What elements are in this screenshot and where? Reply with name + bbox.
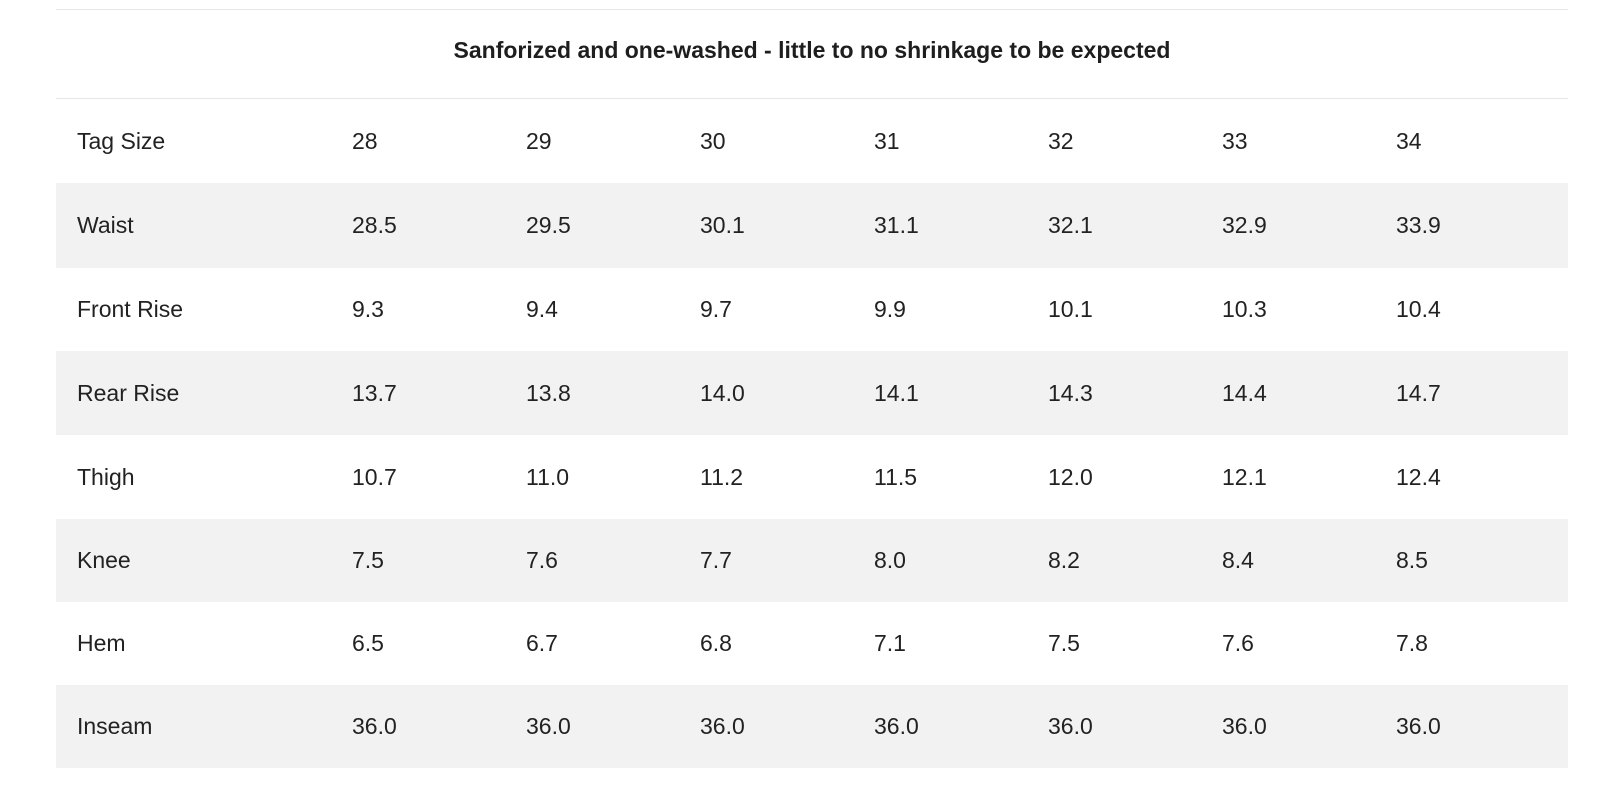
table-cell: 10.1 xyxy=(1048,296,1093,322)
table-cell: 8.4 xyxy=(1222,519,1396,602)
table-cell: 11.5 xyxy=(874,463,918,490)
table-cell: 9.7 xyxy=(700,296,732,322)
table-row: Hem 6.5 6.7 6.8 7.1 7.5 7.6 7.8 xyxy=(56,602,1568,685)
table-cell: 36.0 xyxy=(1048,685,1222,768)
table-cell: 36.0 xyxy=(352,685,526,768)
table-cell: 13.7 xyxy=(352,351,526,435)
table-cell: 32.9 xyxy=(1222,183,1396,268)
table-cell: 6.7 xyxy=(526,630,558,656)
table-cell: 10.4 xyxy=(1396,296,1441,322)
table-row: Waist 28.5 29.5 30.1 31.1 32.1 32.9 33.9 xyxy=(56,183,1568,268)
table-cell: 6.5 xyxy=(352,630,384,656)
table-cell: 36.0 xyxy=(1222,685,1396,768)
table-cell: 9.4 xyxy=(526,296,558,322)
table-cell: 36.0 xyxy=(1396,685,1568,768)
top-divider xyxy=(56,9,1568,10)
row-label: Waist xyxy=(56,183,352,268)
row-label: Hem xyxy=(77,630,126,656)
row-label: Front Rise xyxy=(77,296,184,322)
table-cell: 9.3 xyxy=(352,296,384,322)
table-row: Thigh 10.7 11.0 11.2 11.5 12.0 12.1 12.4 xyxy=(56,435,1568,519)
table-cell: 30 xyxy=(700,127,726,154)
table-cell: 28 xyxy=(352,127,378,154)
table-cell: 7.5 xyxy=(1048,630,1080,656)
table-cell: 29.5 xyxy=(526,183,700,268)
table-cell: 31.1 xyxy=(874,183,1048,268)
size-table-body: Tag Size 28 29 30 31 32 33 34 Waist 28.5 29.5 30.1 3… xyxy=(56,99,1568,768)
size-chart-caption: Sanforized and one-washed - little to no… xyxy=(56,10,1568,99)
table-cell: 36.0 xyxy=(700,685,874,768)
row-label: Inseam xyxy=(56,685,352,768)
table-cell: 7.1 xyxy=(874,630,906,656)
table-cell: 33.9 xyxy=(1396,183,1568,268)
table-cell: 7.6 xyxy=(1222,630,1254,656)
table-cell: 11.0 xyxy=(526,463,570,490)
table-cell: 36.0 xyxy=(874,685,1048,768)
table-cell: 14.0 xyxy=(700,351,874,435)
table-cell: 8.2 xyxy=(1048,519,1222,602)
table-cell: 14.3 xyxy=(1048,351,1222,435)
table-cell: 29 xyxy=(526,127,552,154)
table-cell: 31 xyxy=(874,127,900,154)
table-row: Rear Rise 13.7 13.8 14.0 14.1 14.3 14.4 14.7 xyxy=(56,351,1568,435)
table-cell: 12.4 xyxy=(1396,463,1441,490)
table-row: Tag Size 28 29 30 31 32 33 34 xyxy=(56,99,1568,183)
table-cell: 10.3 xyxy=(1222,296,1267,322)
table-cell: 36.0 xyxy=(526,685,700,768)
table-row: Knee 7.5 7.6 7.7 8.0 8.2 8.4 8.5 xyxy=(56,519,1568,602)
row-label: Tag Size xyxy=(77,127,166,154)
table-cell: 28.5 xyxy=(352,183,526,268)
table-cell: 7.6 xyxy=(526,519,700,602)
size-chart: Sanforized and one-washed - little to no… xyxy=(56,9,1568,768)
table-cell: 14.7 xyxy=(1396,351,1568,435)
table-cell: 30.1 xyxy=(700,183,874,268)
table-cell: 14.4 xyxy=(1222,351,1396,435)
table-cell: 8.5 xyxy=(1396,519,1568,602)
row-label: Knee xyxy=(56,519,352,602)
table-cell: 6.8 xyxy=(700,630,732,656)
table-cell: 32.1 xyxy=(1048,183,1222,268)
row-label: Rear Rise xyxy=(56,351,352,435)
table-cell: 13.8 xyxy=(526,351,700,435)
table-cell: 7.5 xyxy=(352,519,526,602)
row-label: Thigh xyxy=(77,463,135,490)
table-cell: 9.9 xyxy=(874,296,906,322)
table-cell: 11.2 xyxy=(700,463,744,490)
table-cell: 10.7 xyxy=(352,463,397,490)
table-cell: 34 xyxy=(1396,127,1422,154)
table-cell: 7.8 xyxy=(1396,630,1428,656)
table-cell: 14.1 xyxy=(874,351,1048,435)
table-row: Front Rise 9.3 9.4 9.7 9.9 10.1 10.3 10.4 xyxy=(56,268,1568,351)
table-row: Inseam 36.0 36.0 36.0 36.0 36.0 36.0 36.0 xyxy=(56,685,1568,768)
table-cell: 33 xyxy=(1222,127,1248,154)
table-cell: 12.1 xyxy=(1222,463,1267,490)
size-table: Tag Size 28 29 30 31 32 33 34 Waist 28.5 29.5 30.1 3… xyxy=(56,99,1568,768)
table-cell: 12.0 xyxy=(1048,463,1093,490)
table-cell: 32 xyxy=(1048,127,1074,154)
table-cell: 8.0 xyxy=(874,519,1048,602)
table-cell: 7.7 xyxy=(700,519,874,602)
